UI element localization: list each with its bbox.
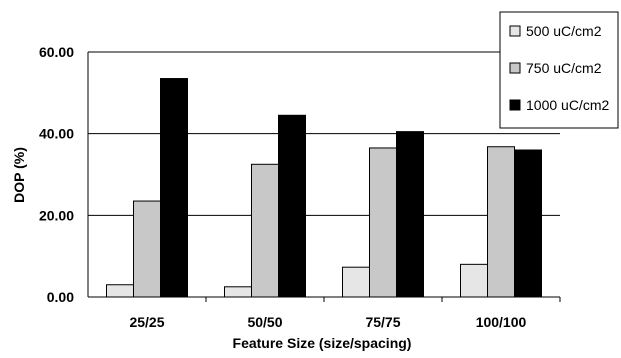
bar <box>369 147 397 298</box>
bar <box>106 284 134 298</box>
legend: 500 uC/cm2 750 uC/cm2 1000 uC/cm2 <box>499 11 619 129</box>
bar <box>460 263 488 298</box>
bars <box>106 78 561 302</box>
y-tick-labels: 0.00 20.00 40.00 60.00 <box>39 44 74 305</box>
bar <box>514 149 542 298</box>
bar <box>487 146 515 298</box>
y-tick-label: 40.00 <box>39 126 74 142</box>
y-tick-label: 20.00 <box>39 207 74 223</box>
bar <box>396 131 424 298</box>
x-tick-label: 75/75 <box>365 314 400 330</box>
x-tick-labels: 25/25 50/50 75/75 100/100 <box>129 314 526 330</box>
y-tick-label: 60.00 <box>39 44 74 60</box>
y-axis-title: DOP (%) <box>11 147 27 203</box>
legend-label: 500 uC/cm2 <box>526 23 602 39</box>
bar <box>278 114 306 298</box>
legend-swatch <box>509 99 521 111</box>
legend-label: 1000 uC/cm2 <box>526 97 609 113</box>
legend-swatch <box>509 62 521 74</box>
bar <box>342 266 370 298</box>
y-tick-label: 0.00 <box>47 289 74 305</box>
bar <box>160 78 188 298</box>
x-axis-title: Feature Size (size/spacing) <box>233 335 412 351</box>
legend-swatch <box>509 25 521 37</box>
bar <box>251 163 279 298</box>
axes <box>87 52 560 298</box>
legend-label: 750 uC/cm2 <box>526 60 602 76</box>
x-tick-label: 100/100 <box>476 314 527 330</box>
bar <box>224 286 252 298</box>
x-tick-label: 25/25 <box>129 314 164 330</box>
x-tick-label: 50/50 <box>247 314 282 330</box>
bar <box>133 200 161 298</box>
